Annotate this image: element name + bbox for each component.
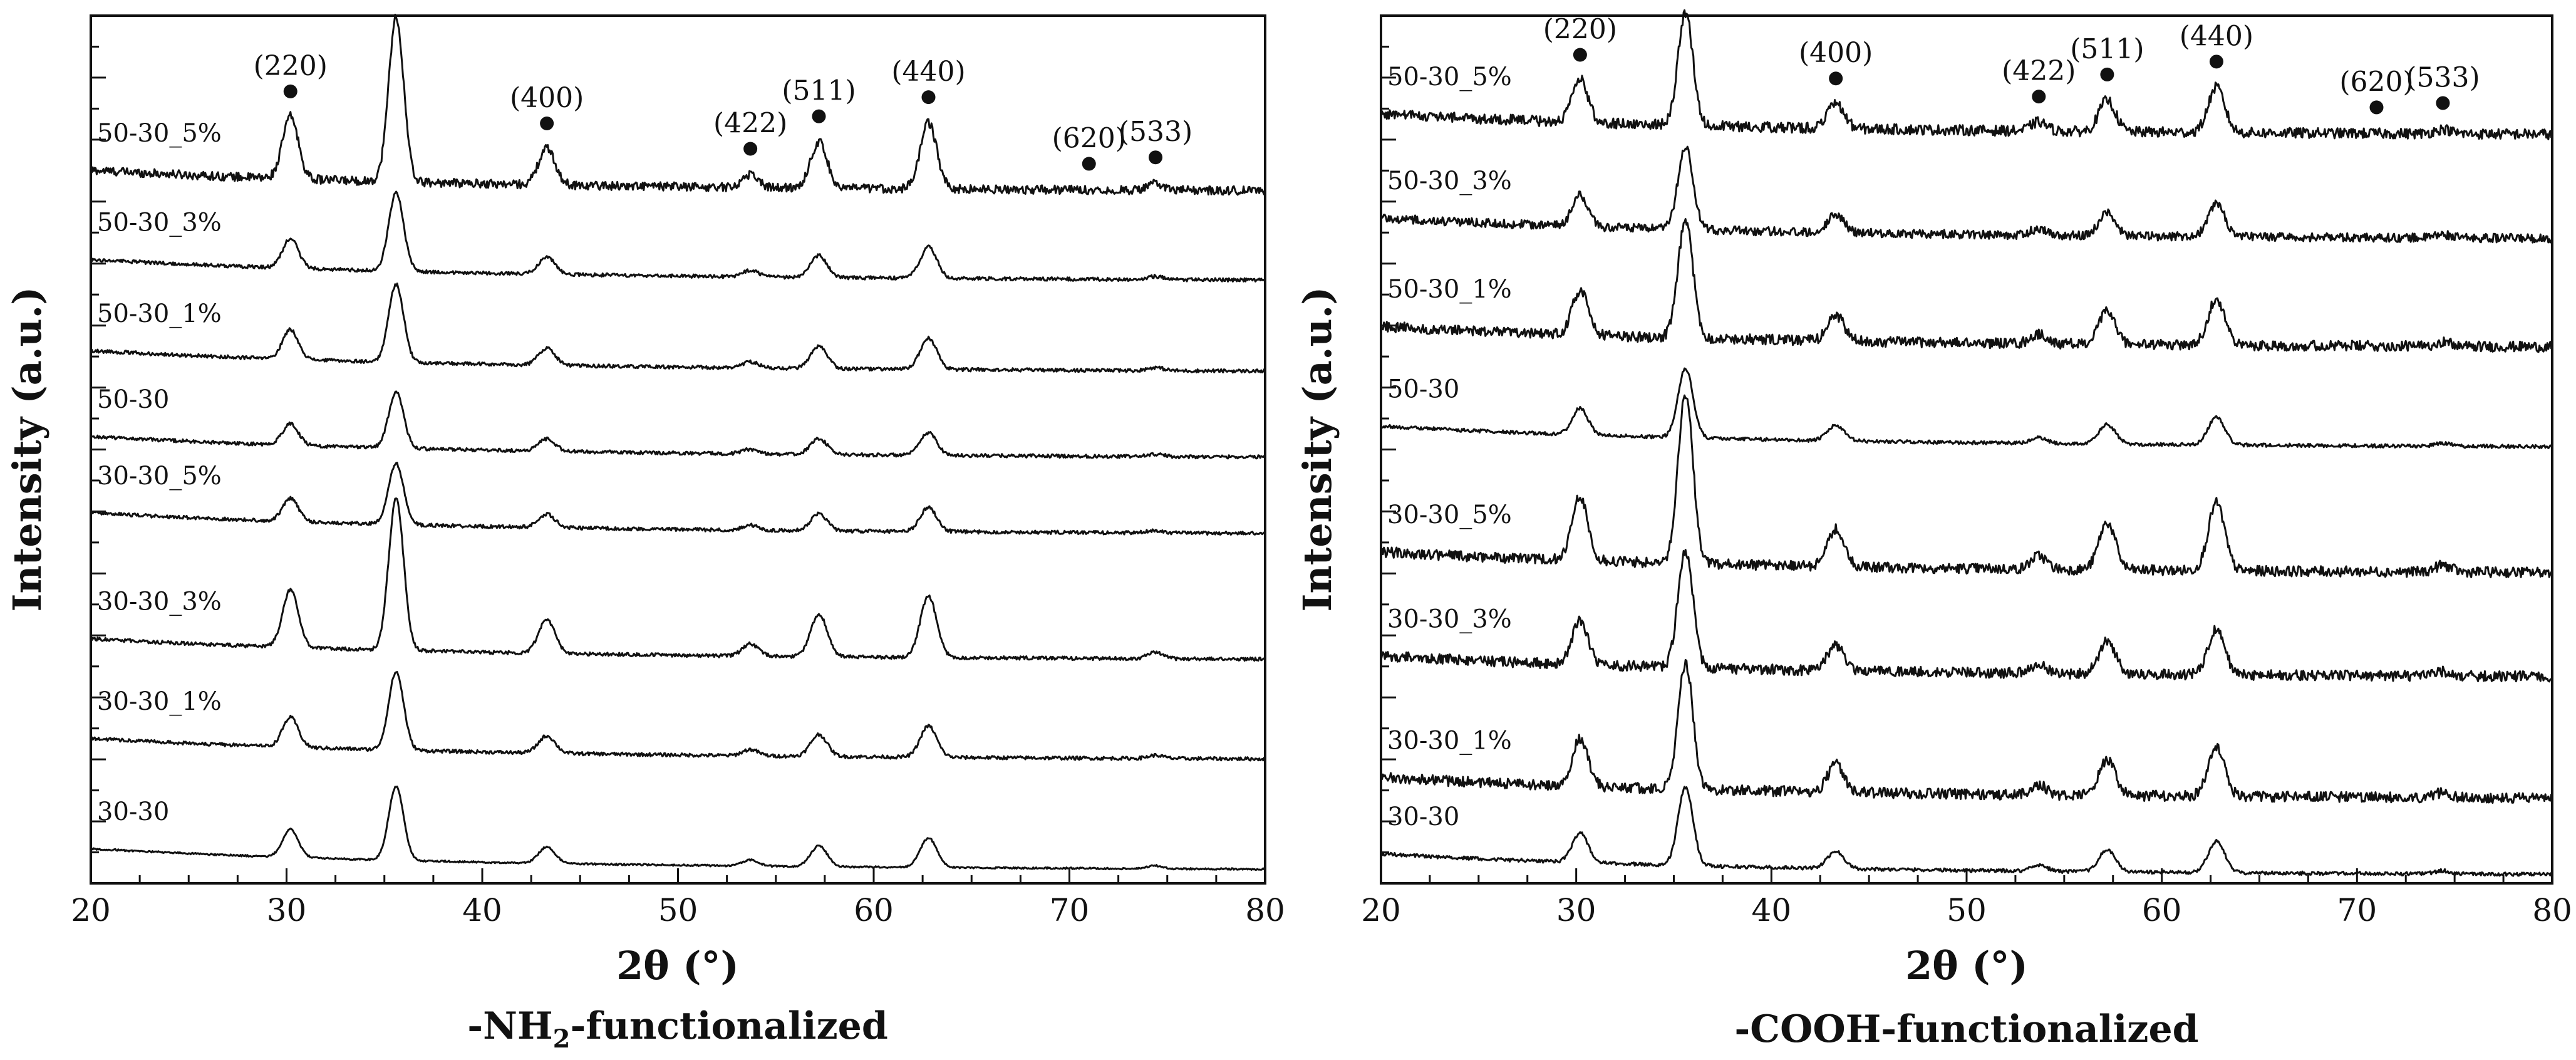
x-tick-label: 40 [462,892,502,928]
peak-label: (422) [713,107,787,139]
series-line [90,283,1266,374]
x-axis-title: 2θ (°) [1905,943,2028,989]
panel-nh2: 20 30 40 50 60 70 80 50-30_5%50-30_3%50-30_1%5… [4,13,1285,1054]
peak-marker [540,116,554,130]
peak-label: (220) [1543,13,1617,45]
x-tick-label: 50 [658,892,698,928]
series-label: 30-30_3% [1387,605,1512,633]
series-group: 50-30_5% 50-30_3% 50-30_1% 50-30 30-30_5% 30-… [1380,9,2553,877]
series-label: 30-30 [97,798,169,826]
peak-label: (533) [1119,116,1192,148]
peak-marker [2369,100,2384,115]
series-label: 30-30_5% [97,462,222,491]
x-ticks: 20 30 40 50 60 70 80 [1361,868,2572,928]
peak-label: (440) [891,56,965,88]
peak-label: (440) [2180,20,2253,52]
caption-part: -COOH-functionalized [1734,1007,2198,1051]
series-line [1380,367,2553,449]
series-line [1380,145,2553,244]
peak-marker [743,142,758,156]
series-label: 30-30_1% [97,687,222,716]
x-tick-label: 60 [854,892,894,928]
x-ticks: 20 30 40 50 60 70 80 [71,868,1285,928]
peak-label: (220) [254,50,328,82]
series-label: 50-30 [1387,375,1459,403]
caption-part: -NH [467,1004,552,1048]
series-label: 50-30 [97,385,169,414]
x-tick-label: 20 [71,892,111,928]
series-line [90,462,1266,536]
peak-marker [1573,48,1587,62]
series-line [90,786,1266,871]
x-tick-label: 40 [1752,892,1792,928]
series-line [1380,218,2553,353]
series-label: 30-30_3% [97,588,222,616]
peak-label: (511) [2070,33,2144,65]
peak-label: (400) [1799,37,1873,69]
x-tick-label: 50 [1947,892,1987,928]
series-label: 50-30_3% [1387,167,1512,195]
series-line [1380,394,2553,578]
peak-marker [921,90,936,105]
x-tick-label: 30 [267,892,307,928]
peak-marker [2209,55,2223,69]
peak-marker [2100,67,2114,81]
caption-part: -functionalized [570,1004,887,1048]
peak-marker [1082,157,1096,171]
series-label: 50-30_1% [1387,275,1512,304]
series-label: 50-30_3% [97,208,222,237]
x-tick-label: 20 [1361,892,1401,928]
series-line [1380,658,2553,804]
peak-marker [1829,71,1843,86]
peak-marker [283,84,297,98]
series-line [1380,786,2553,877]
panel-caption: -COOH-functionalized [1734,1007,2198,1051]
y-ticks [1381,45,1396,854]
series-group: 50-30_5% 50-30_3% 50-30_1% 50-30 30-30_5% 30-… [90,13,1266,871]
series-line [90,13,1266,196]
peak-label: (620) [2339,66,2413,98]
peak-marker [2032,90,2046,104]
series-line [1380,549,2553,683]
peak-label: (511) [782,75,856,107]
series-label: 30-30_1% [1387,726,1512,755]
x-tick-label: 80 [1245,892,1285,928]
x-tick-label: 30 [1556,892,1596,928]
y-axis-title: Intensity (a.u.) [1295,286,1340,611]
x-axis-title: 2θ (°) [616,943,739,989]
y-axis-title: Intensity (a.u.) [4,286,50,611]
series-line [90,497,1266,662]
x-tick-label: 70 [1050,892,1090,928]
peak-marker [2436,96,2450,110]
peak-label: (400) [510,82,584,114]
peak-marker [1149,150,1162,165]
panel-cooh: 20 30 40 50 60 70 80 50-30_5%50-30_3%50-30_1%5… [1295,9,2572,1051]
peak-label: (533) [2406,62,2480,94]
peak-annotations: (220)(311)(400)(422)(511)(440)(620)(533) [254,50,1192,171]
series-label: 50-30_5% [97,119,222,148]
series-label: 30-30 [1387,803,1459,831]
series-label: 50-30_5% [1387,63,1512,91]
series-line [90,671,1266,762]
caption-subscript: 2 [553,1024,571,1054]
series-line [90,190,1266,283]
peak-annotations: (220)(311)(400)(422)(511)(440)(620)(533) [1543,13,2480,115]
series-line [1380,9,2553,140]
x-tick-label: 60 [2142,892,2182,928]
peak-marker [812,109,826,123]
series-label: 30-30_5% [1387,501,1512,529]
panel-caption: -NH2-functionalized [467,1004,888,1054]
peak-label: (422) [2002,55,2076,87]
series-label: 50-30_1% [97,299,222,328]
x-tick-label: 70 [2337,892,2377,928]
x-tick-label: 80 [2532,892,2572,928]
series-line [90,390,1266,460]
peak-label: (620) [1052,122,1126,154]
